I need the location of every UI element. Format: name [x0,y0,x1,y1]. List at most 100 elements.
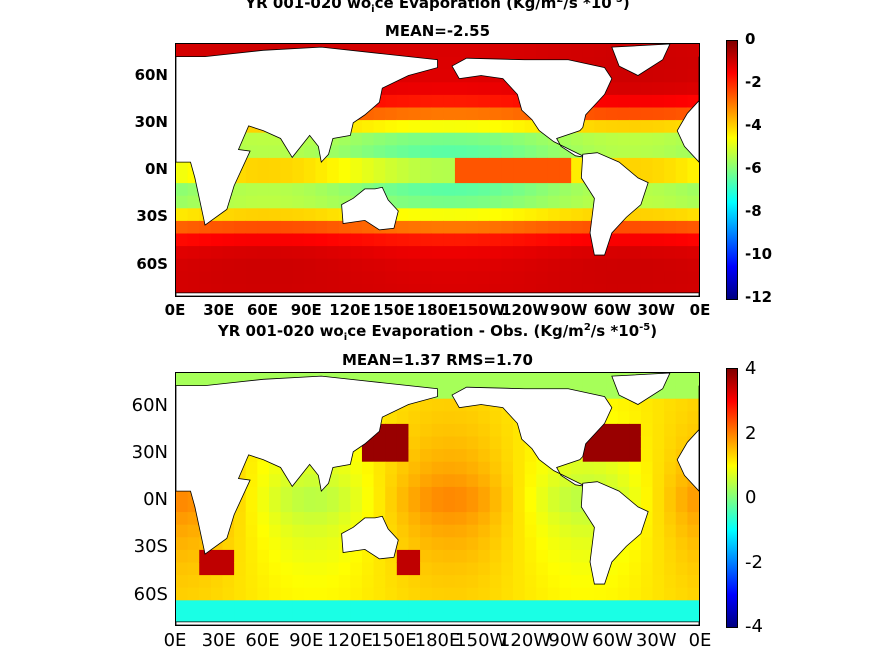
field-cell [280,233,293,247]
field-cell [396,182,409,196]
colorbar-tick-label: -4 [745,616,763,637]
field-cell [361,448,375,462]
field-cell [408,410,421,424]
field-cell [571,270,584,284]
field-cell [489,270,502,284]
x-tick-label: 90E [289,630,324,651]
field-cell [640,81,654,95]
field-cell [478,157,491,171]
field-cell [664,473,677,487]
field-cell [396,511,409,525]
field-cell [280,207,293,221]
field-cell [675,170,688,184]
x-tick-label: 0E [689,301,711,319]
land-mass [176,621,699,625]
field-cell [268,599,282,613]
field-cell [431,170,444,184]
field-cell [489,486,502,500]
field-cell [664,511,677,525]
field-cell [640,587,654,601]
field-cell [431,499,444,513]
field-cell [640,144,654,158]
field-cell [385,473,398,487]
field-cell [408,132,421,146]
field-cell [524,473,537,487]
field-cell [268,157,282,171]
field-cell [280,511,293,525]
field-cell [617,69,630,83]
field-cell [245,157,258,171]
field-cell [454,511,468,525]
field-cell [501,144,514,158]
field-cell [466,107,479,121]
field-cell [594,448,607,462]
x-tick-label: 60E [245,630,280,651]
x-tick-label: 180E [416,301,459,319]
field-cell [466,486,479,500]
field-cell [257,486,270,500]
field-cell [547,599,561,613]
field-cell [327,574,340,588]
field-cell [664,448,677,462]
field-cell [396,81,409,95]
field-cell [478,524,491,538]
field-cell [245,599,258,613]
field-cell [385,245,398,259]
field-cell [303,220,316,234]
field-cell [257,207,270,221]
land-mass [451,386,613,487]
field-cell [176,549,189,563]
field-cell [280,182,293,196]
field-cell [559,157,572,171]
field-cell [571,170,584,184]
field-cell [501,373,514,387]
field-cell [640,220,654,234]
field-cell [361,499,375,513]
field-cell [268,270,282,284]
field-cell [513,233,526,247]
x-tick-label: 90W [550,301,588,319]
field-cell [536,562,549,576]
x-tick-label: 150W [455,630,508,651]
field-cell [245,258,258,272]
field-cell [315,182,328,196]
field-cell [268,258,282,272]
field-cell [420,81,433,95]
field-cell [408,587,421,601]
field-cell [466,132,479,146]
field-cell [327,486,340,500]
field-cell [350,170,363,184]
field-cell [466,473,479,487]
field-cell [559,170,572,184]
field-cell [408,107,421,121]
field-cell [454,207,468,221]
field-cell [454,436,468,450]
field-cell [222,258,235,272]
field-cell [617,436,630,450]
field-cell [210,574,223,588]
field-cell [431,44,444,58]
field-cell [652,423,665,437]
field-cell [629,144,642,158]
field-cell [257,562,270,576]
field-cell [431,473,444,487]
field-cell [420,170,433,184]
field-cell [245,574,258,588]
field-cell [268,473,282,487]
field-cell [524,574,537,588]
field-cell [478,119,491,133]
field-cell [536,486,549,500]
field-cell [303,195,316,209]
field-cell [257,233,270,247]
field-cell [408,144,421,158]
field-cell [571,132,584,146]
field-cell [245,549,258,563]
field-cell [222,599,235,613]
field-cell [454,486,468,500]
y-tick-label: 60N [134,65,168,84]
field-cell [571,486,584,500]
field-cell [501,587,514,601]
field-cell [559,270,572,284]
field-cell [257,599,270,613]
field-cell [559,258,572,272]
